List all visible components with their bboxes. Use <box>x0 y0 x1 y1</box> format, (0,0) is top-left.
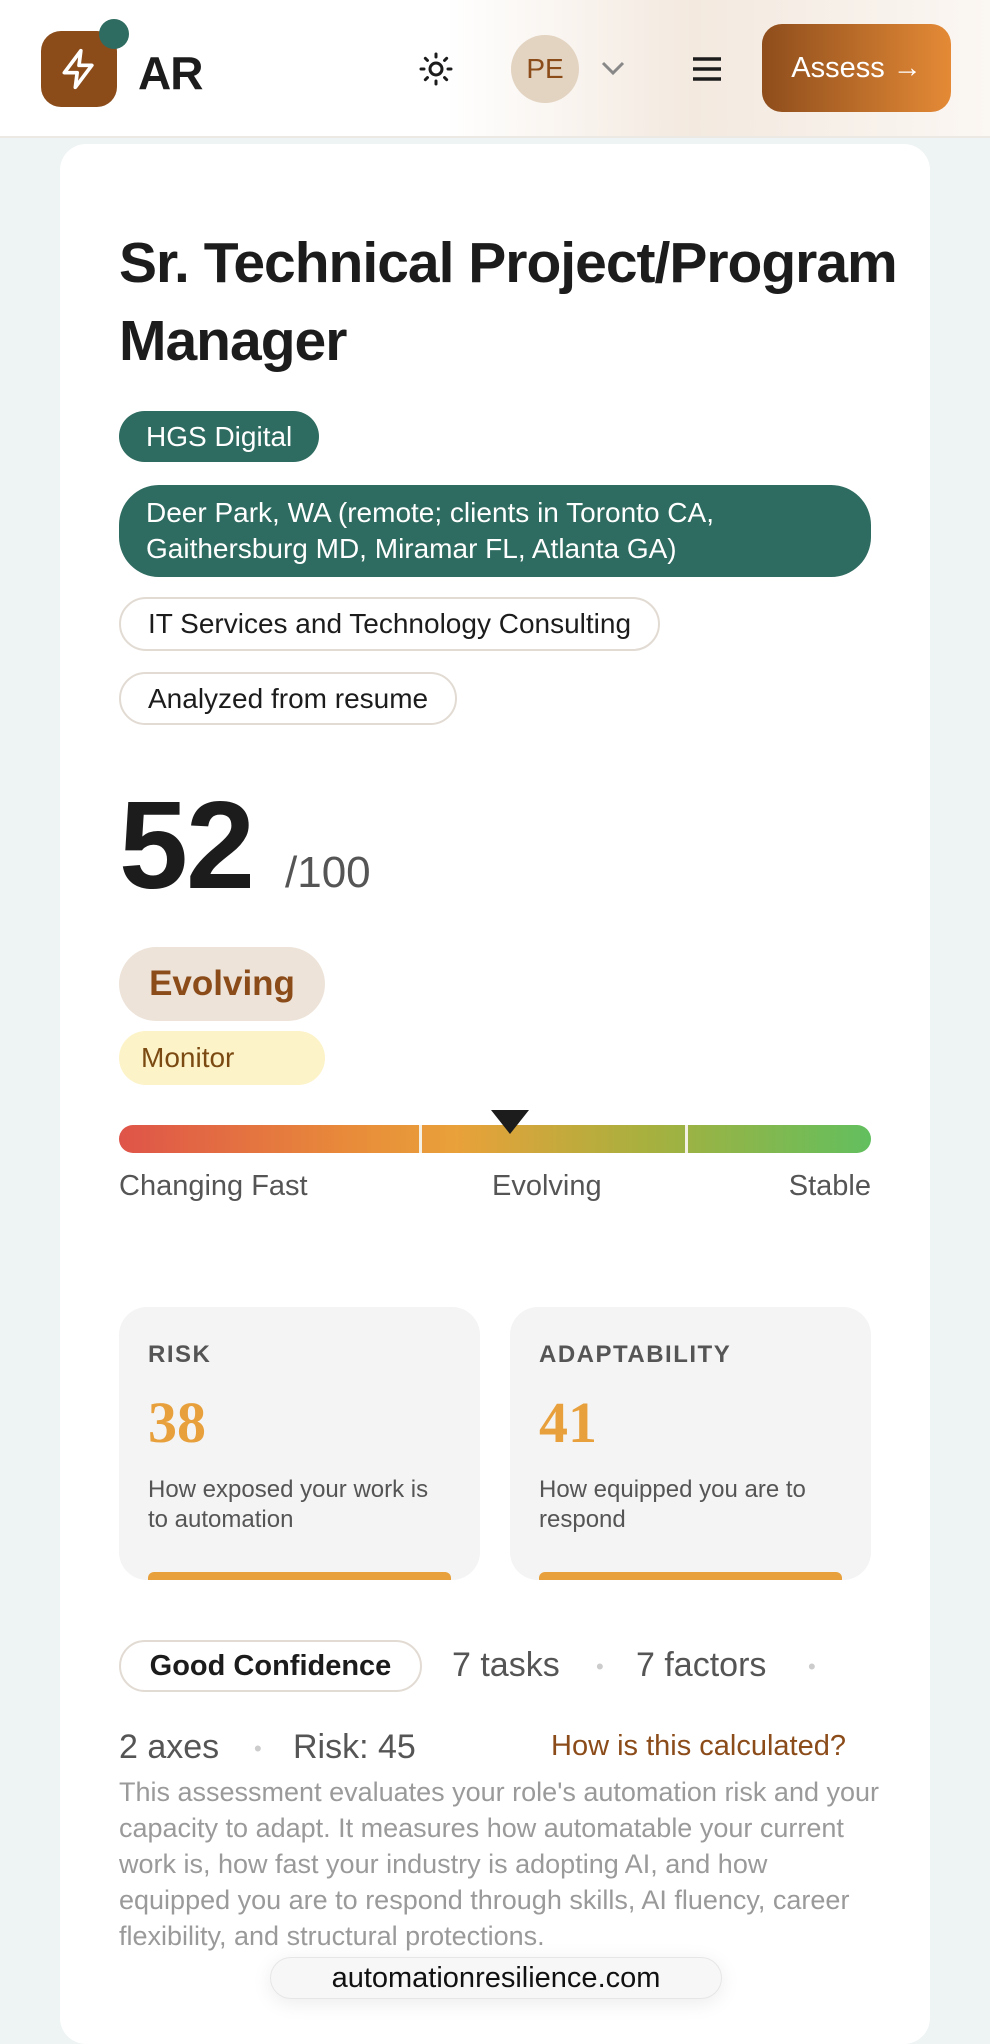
chevron-down-icon[interactable] <box>600 58 626 78</box>
metric-label: RISK <box>148 1341 212 1368</box>
score-max: /100 <box>285 848 371 897</box>
metric-value: 38 <box>148 1390 206 1455</box>
brand-name: AR <box>138 47 203 99</box>
source-badge: Analyzed from resume <box>119 672 458 725</box>
industry-badge: IT Services and Technology Consulting <box>119 597 661 651</box>
scale-label-right: Stable <box>788 1170 871 1202</box>
url-bar[interactable]: automationresilience.com <box>270 1957 722 1999</box>
location-badge: Deer Park, WA (remote; clients in Toront… <box>119 485 871 577</box>
adaptability-card: ADAPTABILITY 41 How equipped you are to … <box>510 1307 871 1580</box>
category-badge: Evolving <box>119 947 325 1021</box>
metric-description: How equipped you are to respond <box>539 1476 806 1533</box>
risk-card: RISK 38 How exposed your work is to auto… <box>119 1307 480 1580</box>
metric-description: How exposed your work is to automation <box>148 1476 429 1533</box>
how-calculated-link[interactable]: How is this calculated? <box>551 1730 846 1762</box>
metric-label: ADAPTABILITY <box>539 1341 732 1368</box>
separator-dot: • <box>596 1654 604 1679</box>
scale-divider <box>685 1125 688 1153</box>
tasks-count: 7 tasks <box>452 1646 560 1684</box>
risk-score: Risk: 45 <box>293 1728 416 1766</box>
metric-bar <box>148 1572 451 1580</box>
metric-value: 41 <box>539 1390 597 1455</box>
top-nav: AR PE Assess → <box>0 0 990 138</box>
assess-button[interactable]: Assess → <box>762 24 951 112</box>
bolt-icon <box>62 48 94 90</box>
action-badge: Monitor <box>119 1031 325 1085</box>
metric-bar <box>539 1572 842 1580</box>
score-value: 52 <box>119 777 255 915</box>
axes-count: 2 axes <box>119 1728 220 1766</box>
separator-dot: • <box>808 1654 816 1679</box>
avatar[interactable]: PE <box>511 35 579 103</box>
sun-icon[interactable] <box>418 51 454 87</box>
job-title: Sr. Technical Project/Program Manager <box>119 231 898 373</box>
scale-divider <box>419 1125 422 1153</box>
confidence-badge: Good Confidence <box>119 1640 422 1692</box>
scale-label-left: Changing Fast <box>119 1170 308 1202</box>
separator-dot: • <box>254 1736 262 1761</box>
company-badge: HGS Digital <box>119 411 320 462</box>
assessment-description: This assessment evaluates your role's au… <box>119 1777 880 1951</box>
menu-icon[interactable] <box>692 56 722 82</box>
status-dot <box>99 19 129 49</box>
scale-label-middle: Evolving <box>492 1170 602 1202</box>
score-marker <box>491 1110 530 1134</box>
factors-count: 7 factors <box>636 1646 767 1684</box>
